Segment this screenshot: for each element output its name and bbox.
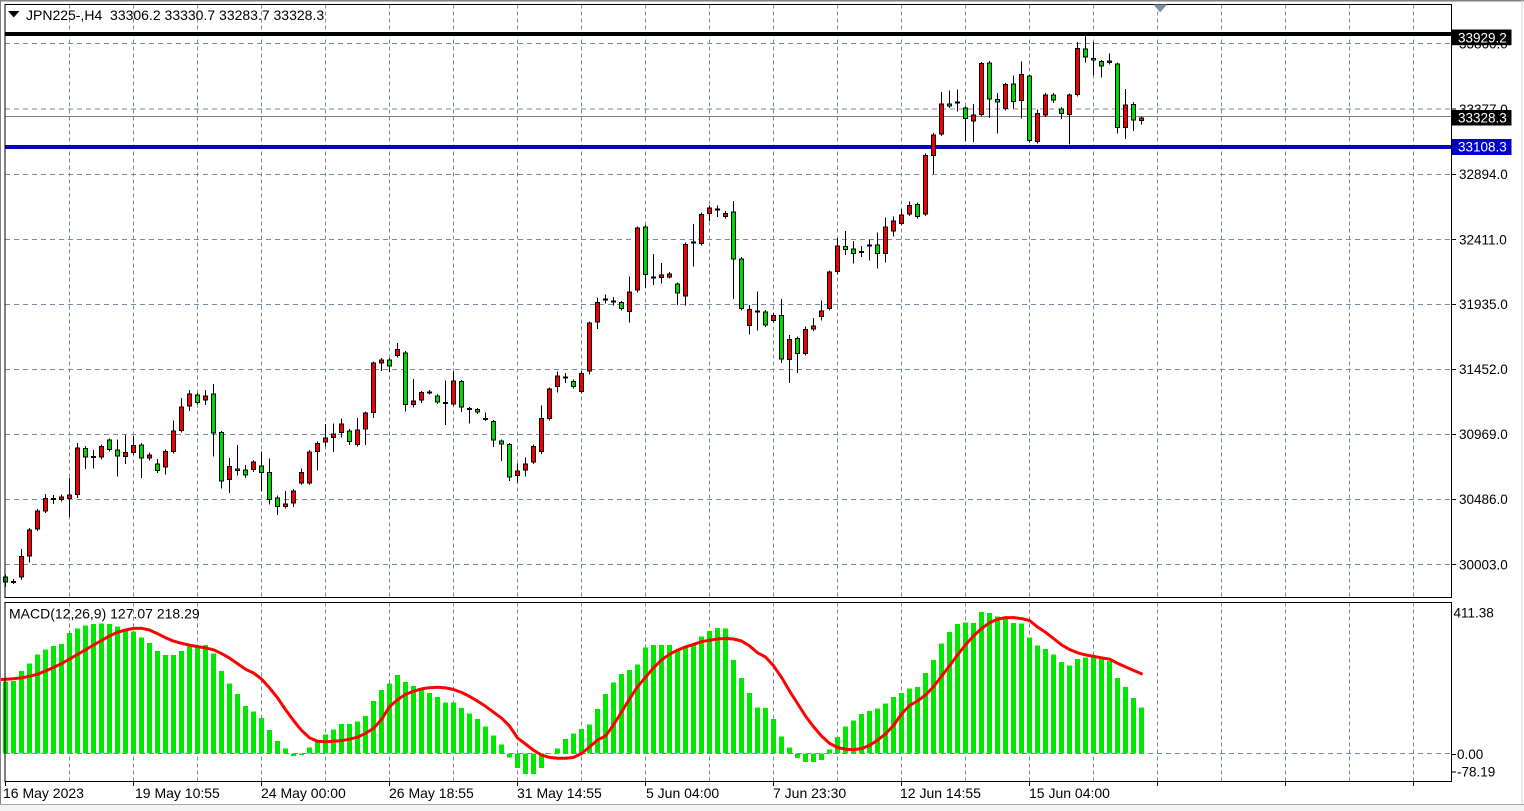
svg-text:16 May 2023: 16 May 2023: [3, 785, 84, 801]
svg-text:33108.3: 33108.3: [1458, 140, 1507, 155]
svg-text:31452.0: 31452.0: [1459, 362, 1508, 377]
svg-text:30486.0: 30486.0: [1459, 492, 1508, 507]
svg-text:-78.19: -78.19: [1457, 765, 1495, 780]
svg-text:5 Jun 04:00: 5 Jun 04:00: [646, 785, 719, 801]
svg-text:0.00: 0.00: [1457, 747, 1483, 762]
svg-text:30969.0: 30969.0: [1459, 427, 1508, 442]
svg-text:7 Jun 23:30: 7 Jun 23:30: [773, 785, 846, 801]
svg-text:JPN225-,H4 33306.2 33330.7 33: JPN225-,H4 33306.2 33330.7 33283.7 33328…: [26, 7, 324, 23]
svg-text:24 May 00:00: 24 May 00:00: [261, 785, 346, 801]
svg-text:15 Jun 04:00: 15 Jun 04:00: [1029, 785, 1110, 801]
svg-text:26 May 18:55: 26 May 18:55: [389, 785, 474, 801]
svg-text:31 May 14:55: 31 May 14:55: [517, 785, 602, 801]
svg-text:12 Jun 14:55: 12 Jun 14:55: [900, 785, 981, 801]
svg-text:19 May 10:55: 19 May 10:55: [135, 785, 220, 801]
svg-text:33328.3: 33328.3: [1458, 110, 1507, 125]
svg-text:30003.0: 30003.0: [1459, 557, 1508, 572]
svg-text:411.38: 411.38: [1454, 606, 1494, 621]
svg-text:31935.0: 31935.0: [1459, 297, 1508, 312]
svg-text:32894.0: 32894.0: [1459, 167, 1508, 182]
svg-text:33929.2: 33929.2: [1458, 30, 1507, 45]
svg-text:MACD(12,26,9) 127.07 218.29: MACD(12,26,9) 127.07 218.29: [9, 606, 200, 622]
svg-text:32411.0: 32411.0: [1459, 232, 1507, 247]
